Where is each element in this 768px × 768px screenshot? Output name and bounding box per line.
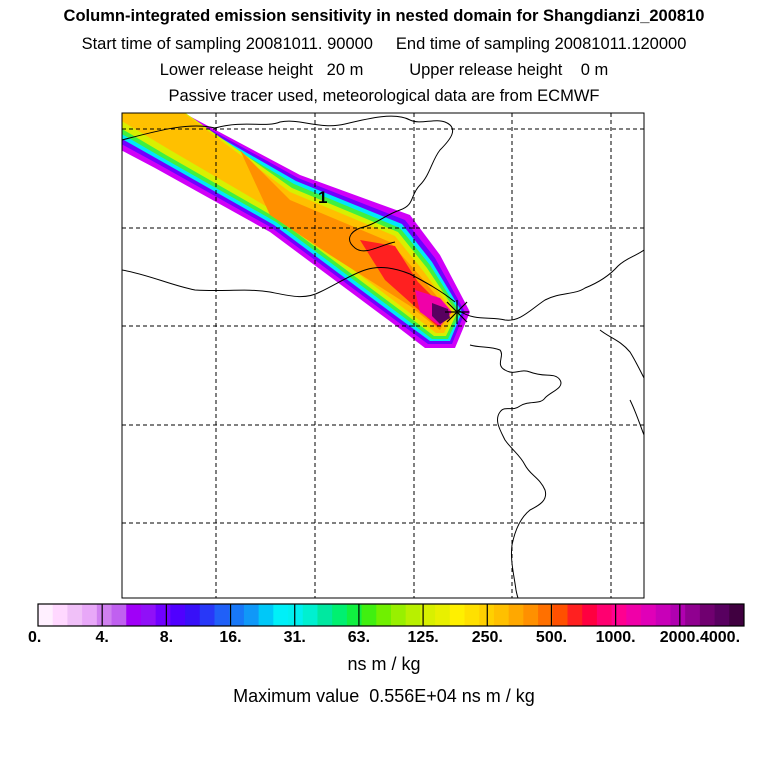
colorbar-cell — [552, 604, 568, 626]
colorbar-cell — [582, 604, 598, 626]
colorbar-tick-label: 31. — [283, 629, 306, 646]
colorbar-cell — [361, 604, 377, 626]
colorbar-cell — [435, 604, 451, 626]
colorbar-tick-label: 4000. — [699, 629, 741, 646]
colorbar-cell — [670, 604, 686, 626]
map-frame — [121, 112, 645, 599]
colorbar-cell — [38, 604, 54, 626]
colorbar-cell — [346, 604, 362, 626]
colorbar-tick-label: 16. — [219, 629, 242, 646]
colorbar-tick-label: 8. — [159, 629, 174, 646]
coastlines-borders — [122, 115, 644, 598]
tracer-info-line: Passive tracer used, meteorological data… — [168, 87, 600, 105]
colorbar-tick-label: 63. — [347, 629, 371, 646]
colorbar-cell — [567, 604, 583, 626]
colorbar-cell — [273, 604, 289, 626]
colorbar-cell — [317, 604, 333, 626]
colorbar-units: ns m / kg — [347, 654, 421, 674]
colorbar-cell — [82, 604, 98, 626]
colorbar-cell — [420, 604, 436, 626]
sensitivity-plume — [122, 113, 470, 348]
colorbar-cell — [67, 604, 83, 626]
colorbar-cell — [170, 604, 186, 626]
colorbar-cell — [391, 604, 407, 626]
plot-title: Column-integrated emission sensitivity i… — [63, 7, 705, 25]
colorbar-tick-label: 125. — [407, 629, 439, 646]
colorbar-cells — [38, 604, 745, 626]
colorbar-tick-label: 1000. — [595, 629, 636, 646]
release-height-line: Lower release height 20 m Upper release … — [159, 61, 609, 79]
maximum-value-text: Maximum value 0.556E+04 ns m / kg — [233, 686, 535, 706]
colorbar-tick-label: 0. — [28, 629, 42, 646]
colorbar-tick-label: 250. — [471, 629, 503, 646]
colorbar-cell — [229, 604, 245, 626]
colorbar-cell — [449, 604, 465, 626]
colorbar-cell — [655, 604, 671, 626]
colorbar-cell — [111, 604, 127, 626]
colorbar-cell — [96, 604, 112, 626]
colorbar-cell — [611, 604, 627, 626]
colorbar-cell — [641, 604, 657, 626]
colorbar-cell — [199, 604, 215, 626]
colorbar-cell — [185, 604, 201, 626]
colorbar-cell — [155, 604, 171, 626]
colorbar-cell — [626, 604, 642, 626]
colorbar-cell — [538, 604, 554, 626]
colorbar-cell — [405, 604, 421, 626]
colorbar-cell — [464, 604, 480, 626]
colorbar-cell — [685, 604, 701, 626]
colorbar-ticks — [101, 604, 681, 626]
colorbar-cell — [729, 604, 745, 626]
sampling-time-line: Start time of sampling 20081011. 90000 E… — [81, 35, 687, 53]
colorbar-cell — [596, 604, 613, 626]
colorbar-cell — [126, 604, 142, 626]
colorbar-cell — [376, 604, 392, 626]
colorbar-cell — [508, 604, 524, 626]
colorbar-cell — [332, 604, 348, 626]
colorbar-cell — [699, 604, 715, 626]
contour-label: 1 — [318, 188, 327, 207]
colorbar-cell — [258, 604, 274, 626]
colorbar-frame — [37, 603, 745, 627]
colorbar-cell — [523, 604, 539, 626]
colorbar-cell — [243, 604, 260, 626]
colorbar-cell — [214, 604, 230, 626]
colorbar-cell — [140, 604, 157, 626]
station-marker-icon — [445, 300, 469, 324]
colorbar-cell — [714, 604, 730, 626]
colorbar-tick-label: 4. — [95, 629, 109, 646]
lat-lon-grid — [122, 113, 644, 598]
colorbar-cell — [52, 604, 68, 626]
colorbar-tick-label: 2000. — [659, 629, 700, 646]
colorbar-cell — [288, 604, 304, 626]
colorbar-cell — [493, 604, 510, 626]
colorbar-cell — [302, 604, 318, 626]
colorbar-tick-label: 500. — [535, 629, 568, 646]
